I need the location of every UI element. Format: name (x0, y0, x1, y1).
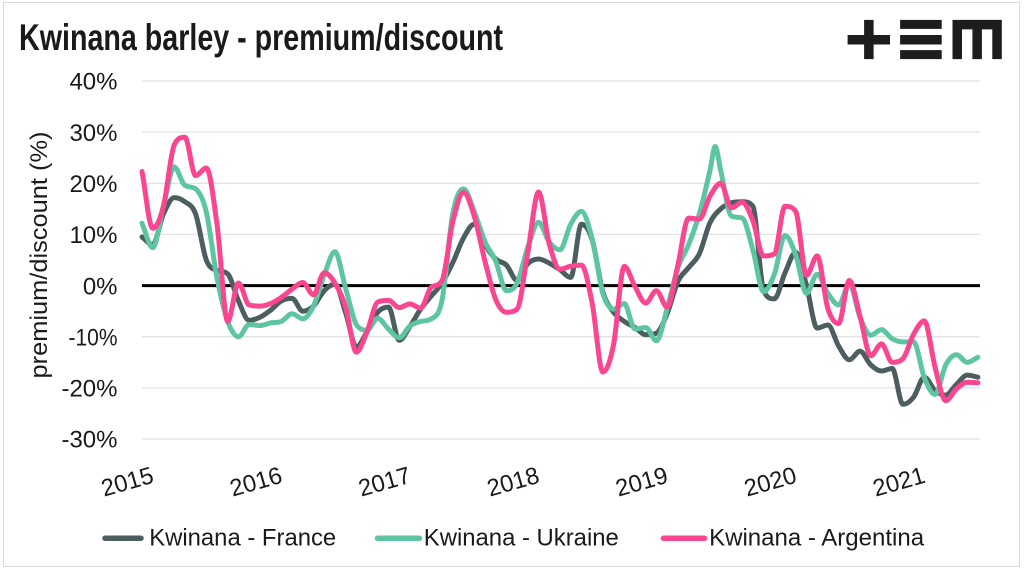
svg-text:Kwinana - Argentina: Kwinana - Argentina (709, 525, 925, 552)
svg-text:Kwinana - France: Kwinana - France (149, 525, 336, 552)
svg-text:-20%: -20% (61, 376, 117, 403)
svg-text:premium/discount (%): premium/discount (%) (26, 132, 53, 379)
svg-text:20%: 20% (69, 171, 117, 198)
svg-text:40%: 40% (69, 69, 117, 96)
svg-text:-10%: -10% (69, 324, 118, 351)
svg-text:-30%: -30% (61, 427, 117, 454)
svg-text:Kwinana barley - premium/disco: Kwinana barley - premium/discount (19, 17, 503, 58)
svg-text:Kwinana - Ukraine: Kwinana - Ukraine (424, 525, 619, 552)
svg-text:10%: 10% (69, 222, 117, 249)
svg-text:0%: 0% (83, 273, 118, 300)
svg-text:30%: 30% (69, 120, 117, 147)
